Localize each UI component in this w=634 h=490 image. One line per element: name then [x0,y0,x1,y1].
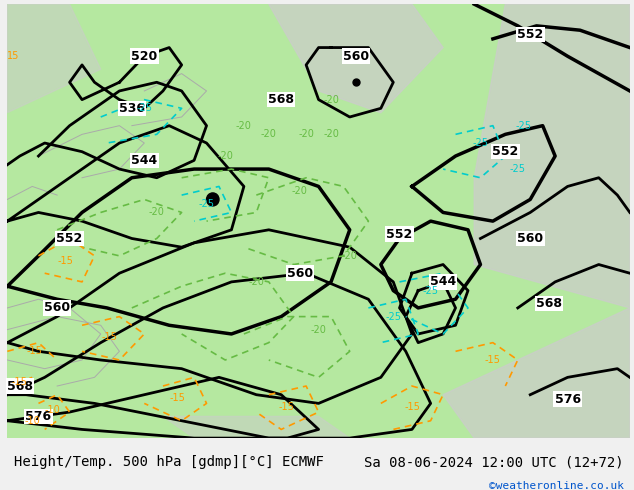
Text: -20: -20 [217,151,233,161]
Text: -15: -15 [101,332,117,343]
Polygon shape [163,416,350,438]
Text: -25: -25 [385,312,401,321]
Polygon shape [8,4,101,113]
Text: -15: -15 [58,256,74,266]
Text: 568: 568 [268,93,294,106]
Polygon shape [269,4,443,113]
Text: -20: -20 [342,251,358,261]
Text: 544: 544 [131,154,157,167]
Text: -15: -15 [404,402,420,412]
Text: -25: -25 [516,121,532,131]
Polygon shape [8,4,630,438]
Text: 560: 560 [44,301,70,315]
Text: -20: -20 [261,129,276,139]
Text: -25: -25 [472,138,488,148]
Text: -25: -25 [136,103,152,113]
Text: 560: 560 [343,50,369,63]
Text: Height/Temp. 500 hPa [gdmp][°C] ECMWF: Height/Temp. 500 hPa [gdmp][°C] ECMWF [13,456,323,469]
Text: ©weatheronline.co.uk: ©weatheronline.co.uk [489,482,624,490]
Text: -20: -20 [298,129,314,139]
Text: Sa 08-06-2024 12:00 UTC (12+72): Sa 08-06-2024 12:00 UTC (12+72) [364,456,624,469]
Text: -10: -10 [24,416,40,426]
Text: -15: -15 [485,355,501,365]
Text: -15: -15 [12,377,28,387]
Text: 560: 560 [517,232,543,245]
Text: -15: -15 [27,346,42,356]
Text: 552: 552 [492,145,519,158]
Text: 576: 576 [555,392,581,406]
Polygon shape [443,308,630,438]
Text: 536: 536 [119,102,145,115]
Text: 544: 544 [430,275,456,289]
Text: -20: -20 [236,121,252,131]
Text: -25: -25 [423,286,439,295]
Text: -10: -10 [44,405,60,415]
Text: 568: 568 [536,297,562,310]
Text: 552: 552 [386,228,413,241]
Text: 552: 552 [56,232,82,245]
Text: -20: -20 [249,277,264,287]
Polygon shape [474,4,630,308]
Text: 552: 552 [517,28,543,41]
Text: -20: -20 [323,129,339,139]
Text: 560: 560 [287,267,313,280]
Ellipse shape [207,193,219,206]
Text: 568: 568 [7,380,33,392]
Text: -25: -25 [198,199,214,209]
Text: 520: 520 [131,50,157,63]
Text: -20: -20 [323,95,339,105]
Text: -20: -20 [149,207,165,218]
Text: -25: -25 [510,164,526,174]
Text: -20: -20 [311,324,327,335]
Text: -20: -20 [292,186,308,196]
Text: -15: -15 [170,393,186,403]
Text: 576: 576 [25,410,51,423]
Text: -15: -15 [278,402,294,412]
Text: 15: 15 [8,51,20,61]
